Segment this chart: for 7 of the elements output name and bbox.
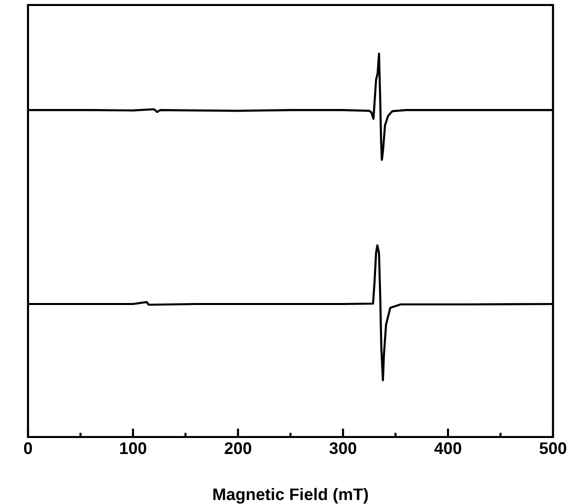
x-axis-title: Magnetic Field (mT) xyxy=(213,488,368,504)
x-tick-label: 300 xyxy=(329,442,356,454)
x-tick-label: 500 xyxy=(540,442,566,454)
x-tick-label: 400 xyxy=(434,442,462,454)
x-tick-label: 0 xyxy=(24,442,32,454)
x-tick-label: 100 xyxy=(120,442,146,454)
x-tick-label: 200 xyxy=(224,442,252,454)
